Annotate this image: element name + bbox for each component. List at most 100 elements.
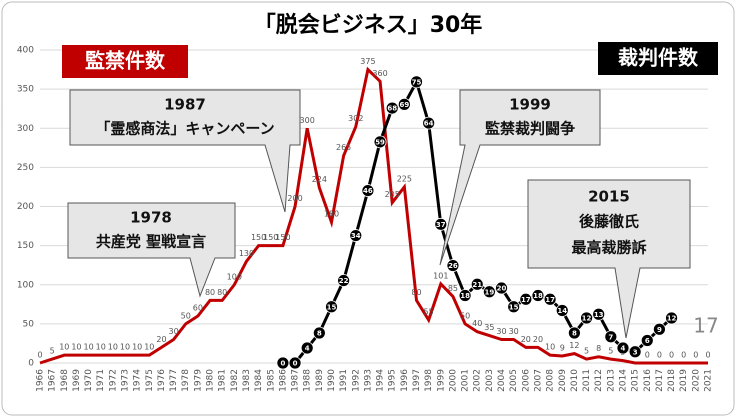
marker [592, 307, 606, 321]
data-label: 0 [669, 351, 674, 360]
marker [507, 300, 521, 314]
marker [628, 345, 642, 359]
x-tick-label: 1986 [278, 369, 288, 392]
marker [640, 334, 654, 347]
x-tick-label: 2008 [546, 369, 556, 392]
marker [665, 311, 678, 325]
data-label: 9 [560, 343, 565, 352]
y-tick-label: 300 [17, 124, 34, 134]
y-tick-label: 250 [17, 163, 34, 173]
data-label: 5 [608, 347, 613, 356]
marker [568, 326, 581, 340]
x-tick-label: 2007 [533, 369, 543, 392]
legend-box [62, 45, 188, 78]
marker [385, 101, 399, 115]
x-tick-label: 1997 [412, 369, 422, 392]
x-tick-label: 1977 [169, 369, 179, 392]
y-tick-label: 150 [17, 241, 34, 251]
x-tick-label: 2000 [448, 369, 458, 392]
data-label: 7 [608, 333, 613, 341]
data-label: 0 [657, 351, 662, 360]
x-tick-label: 1983 [242, 369, 252, 392]
data-label: 15 [509, 303, 519, 311]
data-label: 300 [300, 116, 315, 125]
x-tick-label: 1973 [121, 369, 131, 392]
x-tick-label: 2012 [594, 369, 604, 392]
data-label: 34 [351, 232, 361, 240]
x-tick-label: 2014 [618, 369, 628, 392]
data-label: 14 [557, 307, 567, 315]
marker [434, 217, 448, 231]
marker [604, 330, 618, 344]
data-label: 0 [280, 360, 285, 368]
data-label: 50 [181, 311, 191, 320]
x-tick-label: 2004 [497, 369, 507, 392]
marker [519, 292, 533, 306]
data-label: 18 [460, 292, 470, 300]
marker [397, 97, 411, 111]
data-label: 35 [484, 323, 494, 332]
x-tick-label: 1991 [339, 369, 349, 392]
x-tick-label: 2018 [667, 369, 677, 392]
marker [373, 135, 387, 149]
x-tick-label: 1976 [157, 369, 167, 392]
x-tick-label: 1990 [327, 369, 337, 392]
data-label: 30 [169, 327, 179, 336]
data-label: 55 [424, 307, 434, 316]
data-label: 0 [681, 351, 686, 360]
x-tick-label: 2010 [570, 369, 580, 392]
data-label: 37 [436, 221, 446, 229]
data-label: 13 [594, 311, 604, 319]
chart-title: 「脱会ビジネス」30年 [254, 12, 483, 38]
data-label: 150 [275, 233, 290, 242]
data-label: 205 [385, 190, 400, 199]
data-label: 75 [412, 78, 422, 86]
data-label: 9 [657, 326, 662, 334]
data-label: 21 [472, 281, 482, 289]
marker [482, 285, 496, 299]
data-label: 10 [83, 343, 93, 352]
x-tick-label: 2005 [509, 369, 519, 392]
data-label: 0 [293, 360, 298, 368]
annotation: 「霊感商法」キャンペーン [95, 120, 274, 138]
data-label: 80 [205, 288, 215, 297]
y-tick-label: 50 [23, 319, 35, 329]
data-label: 15 [327, 303, 337, 311]
data-label: 26 [448, 262, 458, 270]
annotation: 後藤徹氏 [578, 213, 639, 231]
marker [470, 277, 484, 291]
data-label: 20 [521, 335, 531, 344]
data-label: 20 [533, 335, 543, 344]
data-label: 40 [472, 319, 482, 328]
data-label: 224 [312, 175, 327, 184]
x-tick-label: 1980 [206, 369, 216, 392]
annotation: 監禁裁判闘争 [485, 120, 575, 138]
x-tick-label: 1984 [254, 369, 264, 392]
data-label: 302 [348, 114, 363, 123]
x-tick-label: 2006 [521, 369, 531, 392]
data-label: 69 [399, 101, 409, 109]
data-label: 0 [705, 351, 710, 360]
data-label: 8 [317, 330, 322, 338]
data-label: 360 [372, 69, 387, 78]
data-label: 10 [120, 343, 130, 352]
annotation: 最高裁勝訴 [571, 239, 646, 257]
x-tick-label: 1981 [218, 369, 228, 392]
x-tick-label: 2002 [473, 369, 483, 392]
y-tick-label: 200 [17, 202, 34, 212]
x-tick-label: 1967 [48, 369, 58, 392]
x-tick-label: 2011 [582, 369, 592, 392]
marker [422, 116, 436, 130]
x-tick-label: 1972 [108, 369, 118, 392]
data-label: 20 [497, 285, 507, 293]
x-tick-label: 1970 [84, 369, 94, 392]
x-tick-label: 2013 [606, 369, 616, 392]
x-tick-label: 1974 [133, 369, 143, 392]
data-label: 4 [621, 345, 626, 353]
marker [300, 341, 314, 355]
annotation: 共産党 聖戦宣言 [96, 233, 206, 251]
x-tick-label: 2019 [679, 369, 689, 392]
x-tick-label: 2009 [558, 369, 568, 392]
